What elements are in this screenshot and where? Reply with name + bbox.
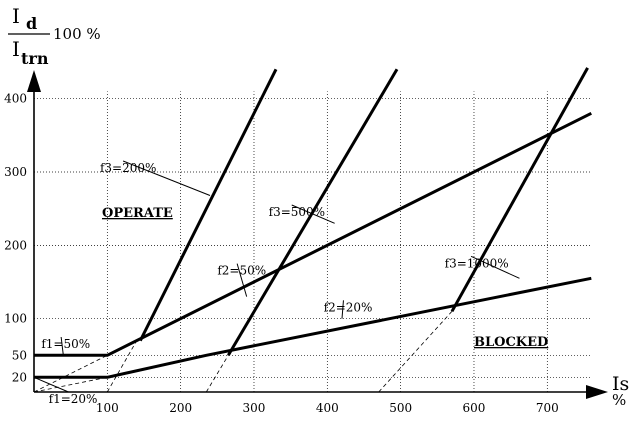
annotations: f1=20% f1=50% f3=200% f3=500% f3=1000% f2=50%… [41, 161, 508, 406]
annotation-f1-50: f1=50% [41, 337, 90, 351]
annotation-f1-20: f1=20% [49, 392, 98, 406]
y-tick-label: 400 [4, 92, 27, 106]
y-label-suffix: 100 % [53, 25, 101, 43]
series-line-f3-1000 [450, 67, 589, 313]
annotation-f3-1000: f3=1000% [445, 256, 509, 270]
operate-region-label: OPERATE [102, 206, 173, 221]
series-lines [34, 67, 592, 379]
extension-line-1 [33, 376, 108, 393]
y-label-numerator-sub: d [26, 14, 37, 33]
annotation-f2-20: f2=20% [324, 300, 373, 314]
annotation-f2-50: f2=50% [217, 264, 266, 278]
x-label: Is [612, 373, 629, 395]
extension-lines [33, 311, 453, 393]
y-tick-label: 50 [12, 348, 27, 362]
annotation-f3-500: f3=500% [269, 205, 325, 219]
series-line-f3-200 [138, 68, 278, 342]
annotation-leaders [33, 160, 520, 393]
x-axis-arrow [586, 385, 608, 399]
leader-f1-50 [60, 336, 64, 356]
annotation-f3-200: f3=200% [100, 161, 156, 175]
y-axis-label: I d I trn 100 % [8, 4, 101, 68]
tick-labels: 100 200 300 400 500 600 700 20 50 100 200 300 400 [4, 92, 559, 415]
y-tick-label: 20 [12, 370, 27, 384]
series-line-f1-50 [34, 111, 592, 357]
leader-f3-500 [291, 204, 335, 224]
leader-f2-20 [341, 300, 344, 319]
series-line-f1-20 [34, 276, 592, 379]
extension-line-4 [205, 355, 229, 393]
x-tick-label: 500 [389, 401, 412, 415]
y-label-numerator: I [12, 4, 20, 28]
y-tick-label: 300 [4, 165, 27, 179]
y-axis-arrow [27, 70, 41, 92]
x-label-unit: % [612, 391, 626, 409]
y-tick-label: 200 [4, 238, 27, 252]
leader-f3-200 [122, 160, 211, 196]
y-tick-label: 100 [4, 312, 27, 326]
extension-line-2 [33, 354, 108, 393]
x-tick-label: 300 [243, 401, 266, 415]
y-label-denominator: I [12, 37, 20, 61]
extension-line-5 [378, 311, 453, 393]
x-tick-label: 200 [169, 401, 192, 415]
grid [34, 91, 592, 392]
x-tick-label: 600 [463, 401, 486, 415]
leader-f2-50 [236, 263, 248, 297]
series-line-f3-500 [227, 68, 399, 357]
leader-f1-20 [33, 376, 69, 393]
x-tick-label: 700 [536, 401, 559, 415]
axes [27, 70, 608, 399]
x-tick-label: 100 [96, 401, 119, 415]
x-axis-label: Is % [612, 373, 629, 409]
extension-line-3 [106, 340, 138, 393]
x-tick-label: 400 [316, 401, 339, 415]
leader-f3-1000 [470, 255, 520, 279]
blocked-region-label: BLOCKED [474, 335, 548, 350]
y-label-denominator-sub: trn [21, 49, 49, 68]
